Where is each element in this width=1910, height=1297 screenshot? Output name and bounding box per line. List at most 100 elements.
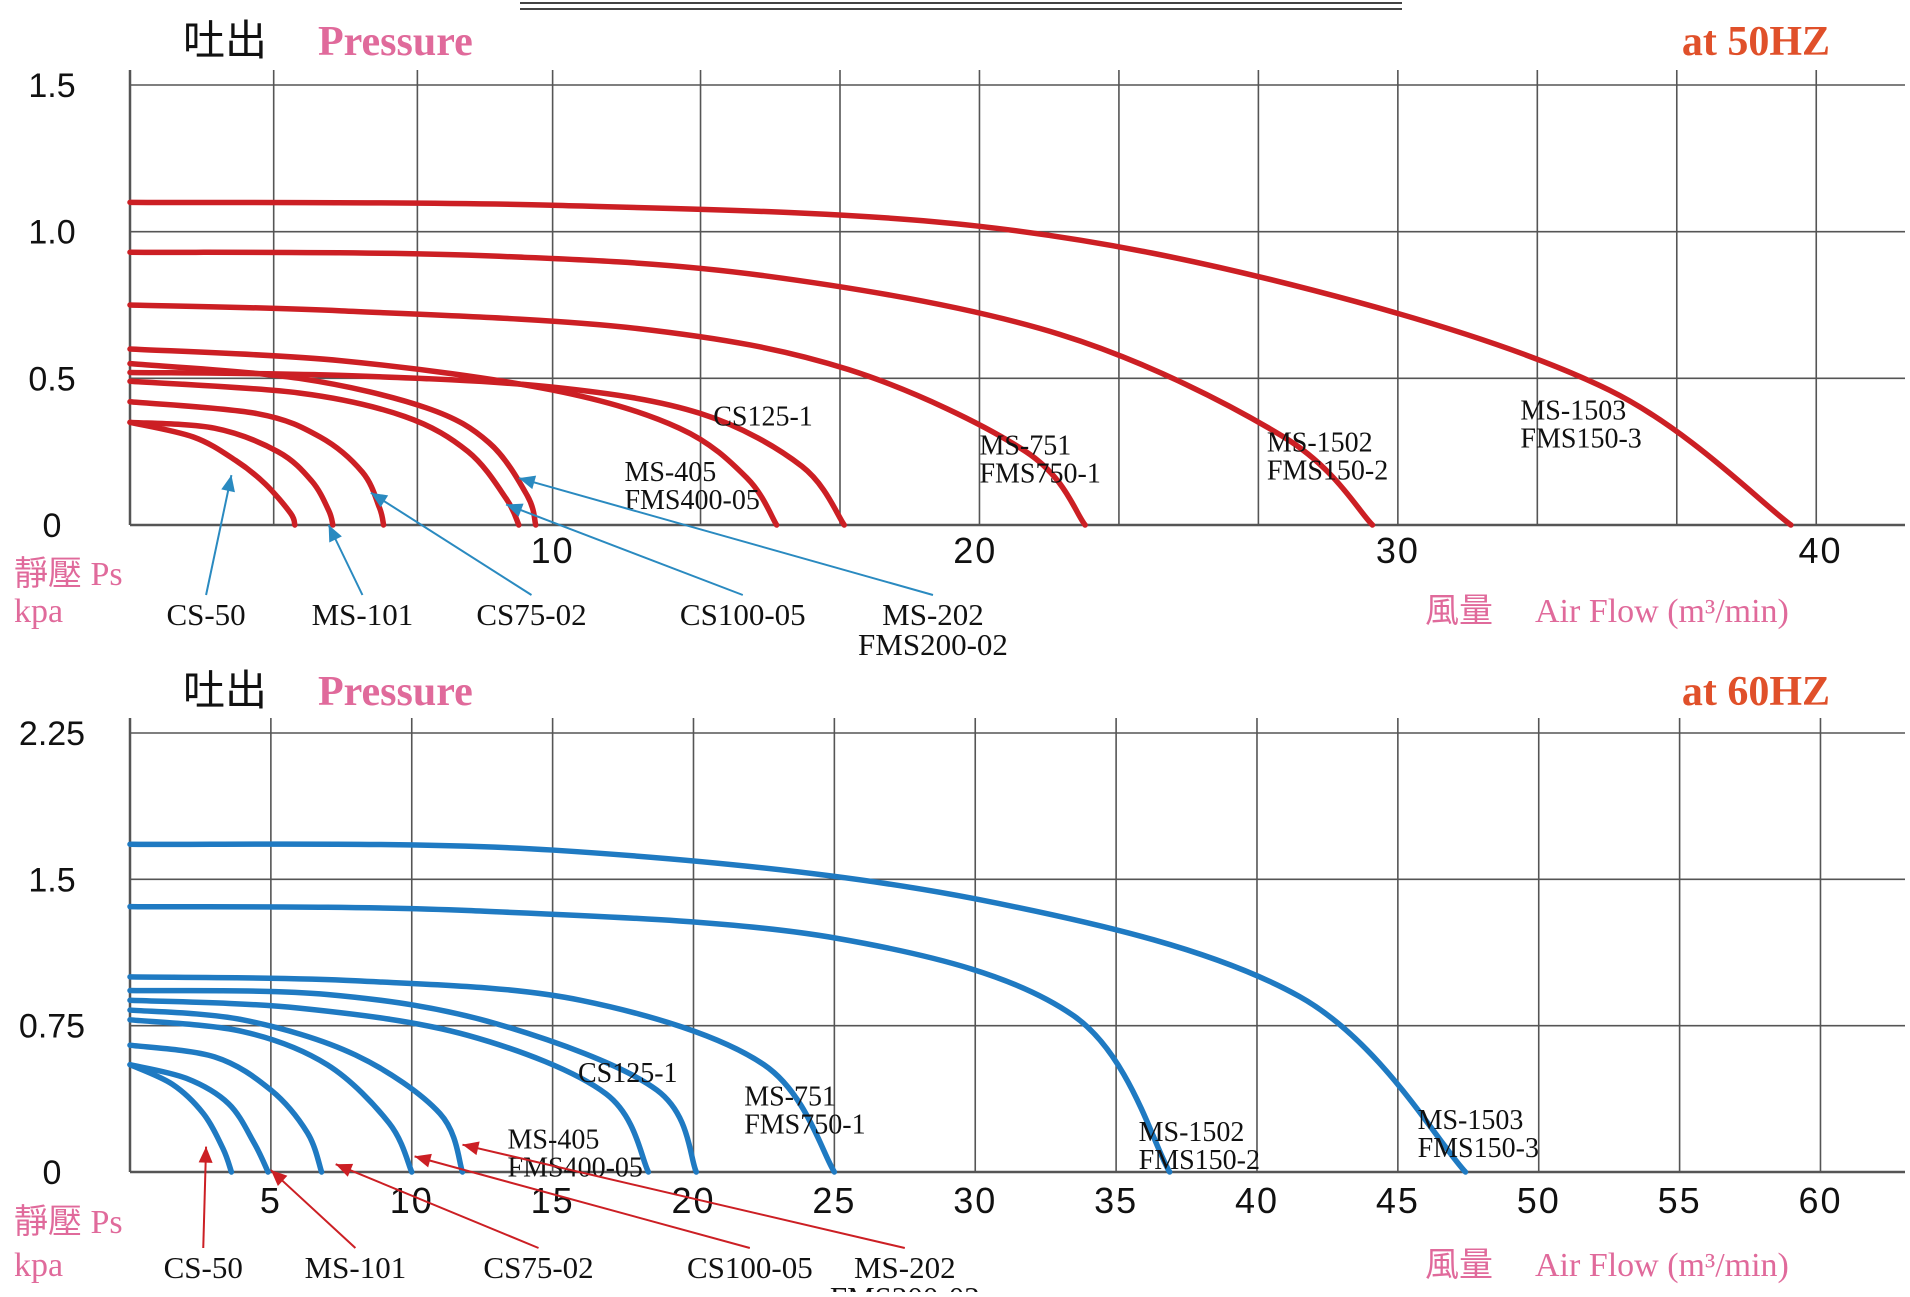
p50-x-tick-label: 20 bbox=[953, 530, 997, 571]
p50-curve-1 bbox=[127, 419, 336, 528]
p50-model-label: MS-405 bbox=[624, 457, 716, 488]
p60-x-tick-label: 30 bbox=[953, 1180, 997, 1221]
p60-frequency-label: at 60HZ bbox=[1682, 669, 1830, 715]
p50-callout-arrowhead bbox=[370, 492, 389, 508]
p60-callout-leader bbox=[270, 1169, 357, 1249]
p60-ylabel-unit: kpa bbox=[14, 1247, 63, 1284]
p60-x-tick-label: 50 bbox=[1517, 1180, 1561, 1221]
p50-callout-label: CS75-02 bbox=[476, 597, 586, 632]
p60-callout-arrowhead bbox=[462, 1141, 480, 1156]
p50-callout-label: MS-101 bbox=[312, 597, 414, 632]
p50-curve-3 bbox=[127, 378, 522, 528]
p60-callout-arrowhead bbox=[198, 1146, 213, 1163]
p50-curve-9 bbox=[127, 199, 1794, 528]
p50-callout-arrowhead bbox=[328, 525, 342, 543]
p60-curve-2 bbox=[127, 1042, 325, 1175]
p50-callout-leader bbox=[505, 503, 744, 596]
p60-xlabel-cjk: 風量 bbox=[1425, 1247, 1493, 1284]
p60-curve-6 bbox=[127, 987, 700, 1175]
p60-model-label: FMS150-2 bbox=[1139, 1145, 1260, 1176]
p50-y-tick-label: 0 bbox=[43, 507, 62, 545]
p60-callout-label: CS75-02 bbox=[483, 1250, 593, 1285]
p60-y-tick-label: 1.5 bbox=[28, 861, 75, 899]
p50-model-label: FMS150-2 bbox=[1267, 456, 1388, 487]
p50-callout-leader bbox=[205, 474, 233, 596]
p60-callout-arrowhead bbox=[414, 1153, 432, 1168]
p60-curve-8 bbox=[127, 903, 1173, 1175]
p60-curve-0 bbox=[127, 1061, 235, 1175]
p60-y-tick-label: 2.25 bbox=[19, 715, 85, 753]
p60-curve-1 bbox=[127, 1061, 271, 1175]
p50-model-label: CS125-1 bbox=[713, 401, 813, 432]
p60-model-label: MS-405 bbox=[508, 1125, 600, 1156]
p50-model-label: FMS750-1 bbox=[979, 459, 1100, 490]
p60-title-pressure: Pressure bbox=[318, 669, 473, 715]
p60-x-tick-label: 60 bbox=[1798, 1180, 1842, 1221]
p50-curve-0 bbox=[127, 419, 298, 528]
p50-x-tick-label: 40 bbox=[1798, 530, 1842, 571]
p60-model-label: CS125-1 bbox=[578, 1058, 678, 1089]
p60-ylabel-ps: 靜壓 Ps bbox=[14, 1203, 123, 1241]
p50-curve-8 bbox=[127, 249, 1376, 528]
p60-model-label: FMS150-3 bbox=[1418, 1133, 1539, 1164]
p60-x-tick-label: 10 bbox=[390, 1180, 434, 1221]
p60-callout-arrowhead bbox=[270, 1170, 288, 1187]
p60-callout-label: FMS200-02 bbox=[830, 1280, 980, 1292]
p60-callout-label: CS100-05 bbox=[687, 1250, 813, 1285]
p60-x-tick-label: 5 bbox=[260, 1180, 282, 1221]
p50-callout-label: FMS200-02 bbox=[858, 627, 1008, 662]
p60-x-tick-label: 35 bbox=[1094, 1180, 1138, 1221]
p60-callout-leader bbox=[414, 1155, 751, 1249]
p60-curve-9 bbox=[127, 841, 1469, 1175]
p50-model-label: MS-1503 bbox=[1520, 395, 1626, 426]
p50-x-tick-label: 10 bbox=[531, 530, 575, 571]
p60-model-label: MS-1503 bbox=[1418, 1105, 1524, 1136]
p50-callout-label: CS100-05 bbox=[680, 597, 806, 632]
p50-xlabel-en: Air Flow (m³/min) bbox=[1535, 593, 1789, 630]
p50-xlabel-cjk: 風量 bbox=[1425, 593, 1493, 630]
p60-curve-7 bbox=[127, 974, 838, 1175]
p60-y-tick-label: 0.75 bbox=[19, 1008, 85, 1046]
p50-model-label: MS-751 bbox=[979, 431, 1071, 462]
p50-curve-7 bbox=[127, 302, 1088, 528]
p50-callout-label: MS-202 bbox=[882, 597, 984, 632]
p50-y-tick-label: 1.0 bbox=[28, 214, 75, 252]
p50-title-cjk: 吐出 bbox=[183, 17, 267, 64]
p50-callout-arrowhead bbox=[221, 475, 235, 493]
p60-callout-arrowhead bbox=[335, 1163, 354, 1177]
p60-title-cjk: 吐出 bbox=[183, 667, 267, 714]
p60-callout-leader bbox=[202, 1146, 208, 1249]
p50-frequency-label: at 50HZ bbox=[1682, 19, 1830, 65]
p60-xlabel-en: Air Flow (m³/min) bbox=[1535, 1247, 1789, 1284]
p60-callout-label: MS-101 bbox=[305, 1250, 407, 1285]
p50-curve-2 bbox=[127, 399, 387, 528]
p50-ylabel-ps: 靜壓 Ps bbox=[14, 555, 123, 593]
p60-model-label: MS-751 bbox=[744, 1082, 836, 1113]
p50-title-pressure: Pressure bbox=[318, 19, 473, 65]
p50-callout-arrowhead bbox=[506, 503, 524, 517]
p60-callout-label: MS-202 bbox=[854, 1250, 956, 1285]
p50-y-tick-label: 0.5 bbox=[28, 360, 75, 398]
p50-callout-arrowhead bbox=[518, 475, 537, 490]
p50-curve-5 bbox=[127, 346, 780, 528]
p60-x-tick-label: 15 bbox=[531, 1180, 575, 1221]
p60-x-tick-label: 55 bbox=[1658, 1180, 1702, 1221]
p60-curve-3 bbox=[127, 1017, 415, 1175]
p60-model-label: FMS750-1 bbox=[744, 1110, 865, 1141]
p50-callout-leader bbox=[370, 491, 533, 596]
p60-model-label: MS-1502 bbox=[1139, 1117, 1245, 1148]
p50-y-tick-label: 1.5 bbox=[28, 67, 75, 105]
p60-curve-5 bbox=[127, 997, 652, 1175]
p50-model-label: FMS400-05 bbox=[624, 485, 759, 516]
p50-curve-6 bbox=[127, 369, 847, 528]
p60-model-label: FMS400-05 bbox=[508, 1153, 643, 1184]
p50-callout-leader bbox=[518, 477, 934, 596]
p60-callout-leader bbox=[462, 1143, 906, 1249]
p50-panel: 0 0.5 1.0 1.5 10 20 30 40 CS125-1 MS-405FMS400-05… bbox=[14, 17, 1905, 662]
p50-ylabel-unit: kpa bbox=[14, 593, 63, 630]
p60-panel: 0 0.75 1.5 2.25 5 10 15 20 25 30 35 40 45 50 55 60 CS125… bbox=[14, 667, 1905, 1297]
p60-y-tick-label: 0 bbox=[43, 1154, 62, 1192]
p60-curve-4 bbox=[127, 1007, 466, 1175]
